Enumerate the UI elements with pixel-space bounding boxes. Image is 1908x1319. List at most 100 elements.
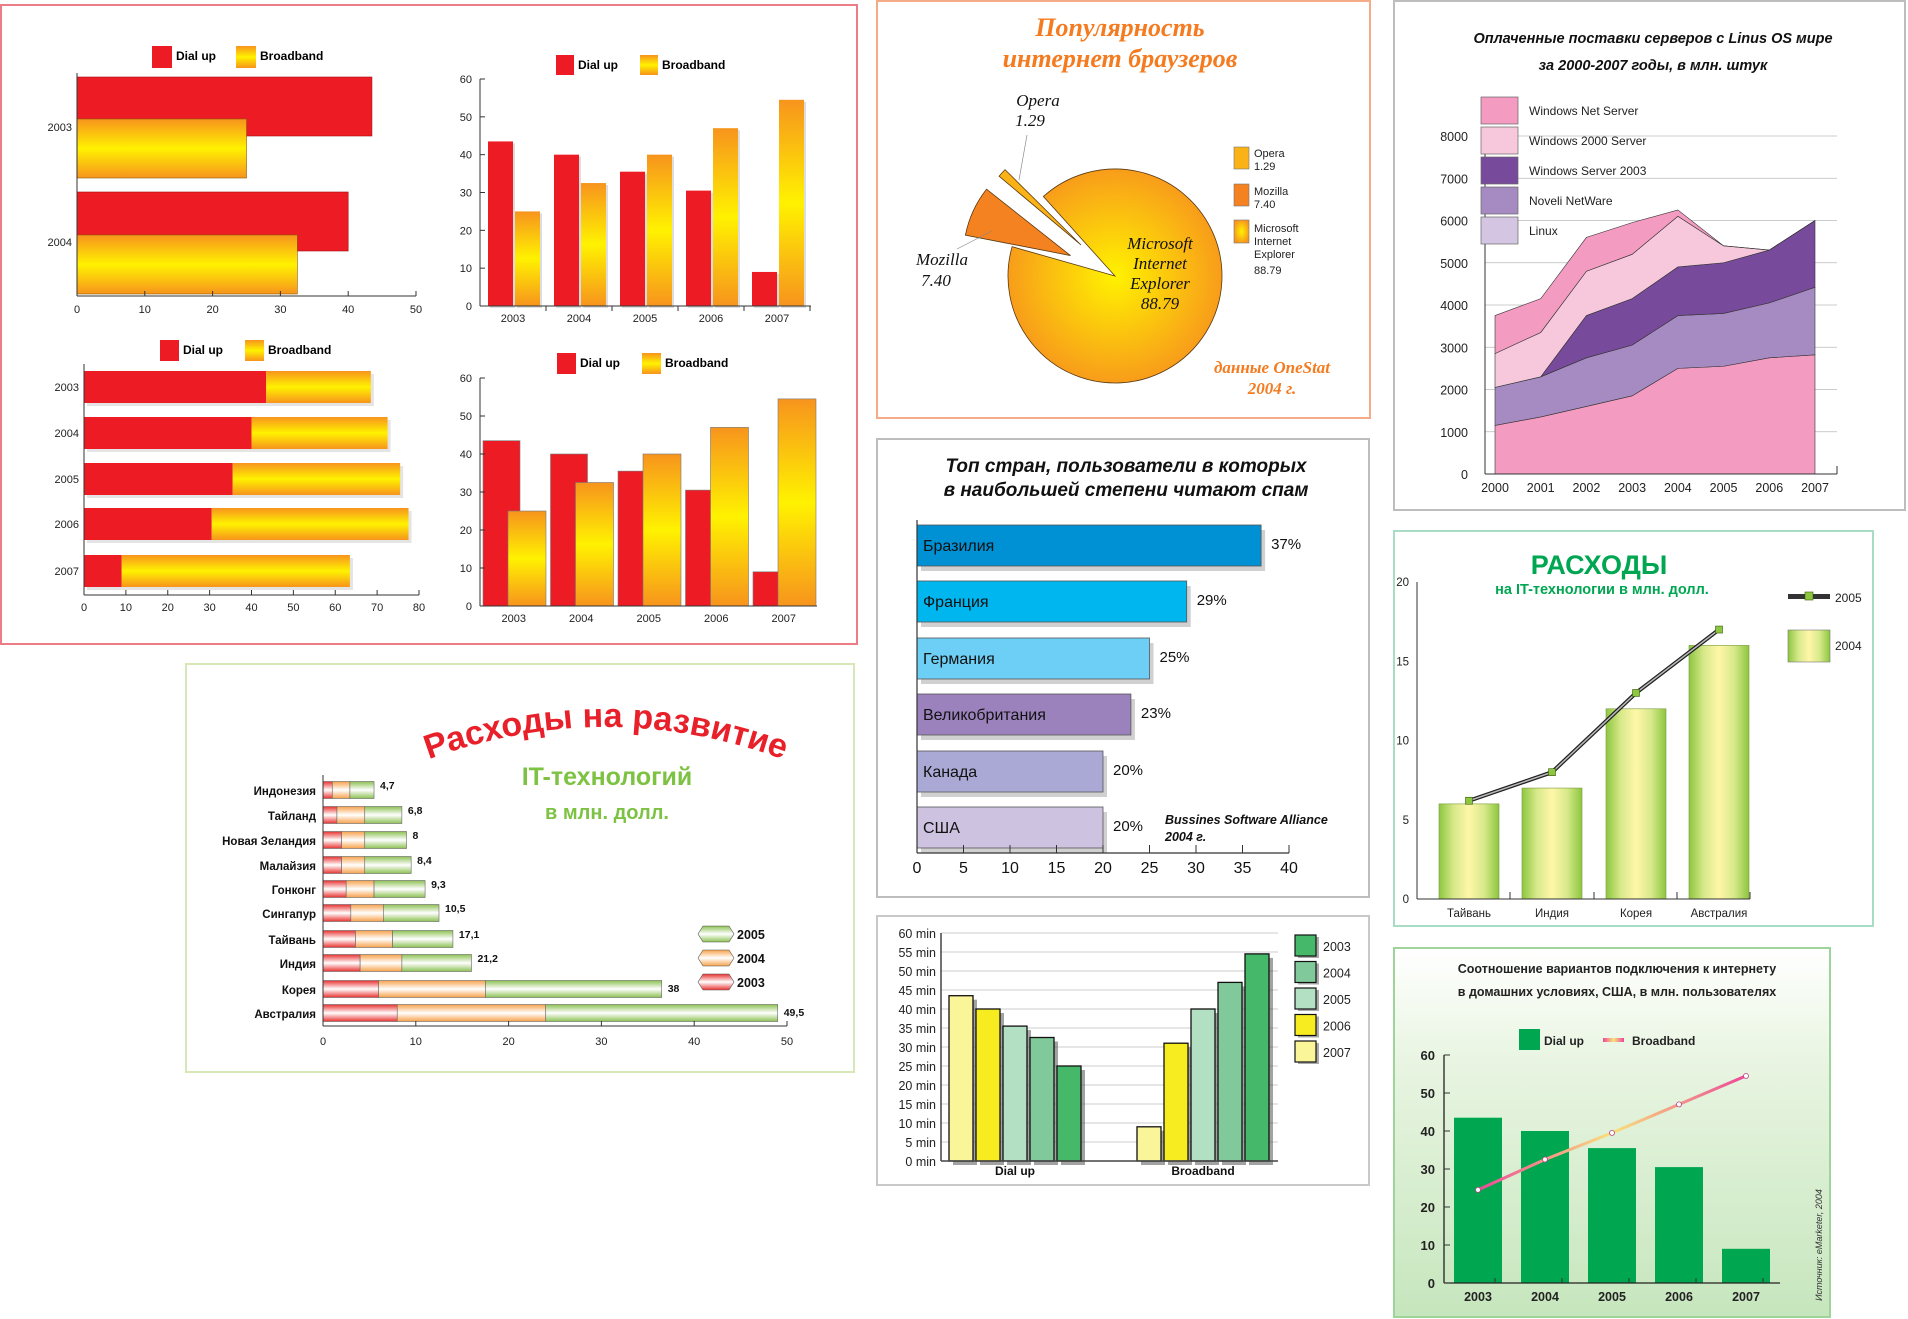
category-label: Корея xyxy=(282,985,316,997)
legend-label: 2003 xyxy=(737,976,765,990)
bar-segment-2004 xyxy=(341,856,366,874)
bar-segment-2003 xyxy=(322,980,379,998)
legend-swatch-2003 xyxy=(697,973,735,991)
category-label: 2004 xyxy=(567,313,591,325)
pie-value-internet-explorer: 88.79 xyxy=(1141,294,1180,313)
bar-segment-2003 xyxy=(322,781,333,799)
legend-label: Explorer xyxy=(1254,249,1295,261)
y-tick-label: 55 min xyxy=(898,946,936,960)
chart-title: в наибольшей степени читают спам xyxy=(944,480,1309,501)
x-tick-label: 0 xyxy=(74,304,80,316)
chart-subtitle: на IT-технологии в млн. долл. xyxy=(1495,582,1709,598)
bar-dialup xyxy=(554,154,579,306)
x-tick-label: 2003 xyxy=(1464,1290,1492,1304)
y-tick-label: 25 min xyxy=(898,1060,936,1074)
pie-slice-opera xyxy=(998,169,1082,246)
server-area-svg: Оплаченные поставки серверов с Linus OS … xyxy=(1440,31,1838,495)
line-marker xyxy=(1676,1101,1682,1108)
category-label: 2006 xyxy=(704,613,728,625)
line-marker xyxy=(1542,1156,1548,1163)
x-tick-label: 2006 xyxy=(1755,481,1783,495)
y-tick-label: 20 xyxy=(1396,577,1409,589)
panel-server-shipments: Оплаченные поставки серверов с Linus OS … xyxy=(1393,0,1906,511)
legend-label: 2007 xyxy=(1323,1046,1351,1060)
x-tick-label: 10 xyxy=(410,1036,422,1048)
category-label: 2005 xyxy=(633,313,657,325)
x-tick-label: 35 xyxy=(1234,860,1252,877)
category-label: Индонезия xyxy=(254,786,316,798)
bar-2004 xyxy=(1217,981,1243,1162)
bar-broadband xyxy=(251,417,388,449)
bar-dialup xyxy=(84,463,233,495)
bar-label: Великобритания xyxy=(923,707,1046,724)
x-tick-label: 2004 xyxy=(1664,481,1692,495)
x-tick-label: 2003 xyxy=(1618,481,1646,495)
bar-segment-2003 xyxy=(322,930,356,948)
legend-swatch xyxy=(1233,219,1250,244)
y-tick-label: 1000 xyxy=(1440,426,1468,440)
chart-title-text: Расходы на развитие xyxy=(419,697,793,767)
mozilla-leader-line xyxy=(956,230,993,250)
total-label: 49,5 xyxy=(784,1007,805,1019)
bar-country xyxy=(916,637,1150,680)
legend-label-broadband: Broadband xyxy=(268,343,331,357)
y-tick-label: 3000 xyxy=(1440,341,1468,355)
bar-segment-2005 xyxy=(364,806,403,824)
bar-label: США xyxy=(923,820,960,837)
bar-segment-2003 xyxy=(322,806,338,824)
x-tick-label: 15 xyxy=(1048,860,1066,877)
legend-swatch-2005 xyxy=(1294,987,1317,1010)
legend-swatch-dialup xyxy=(152,46,172,68)
total-label: 17,1 xyxy=(459,929,480,941)
x-tick-label: 40 xyxy=(1280,860,1298,877)
y-tick-label: 0 xyxy=(466,601,472,613)
x-tick-label: 30 xyxy=(274,304,286,316)
panel-spam-countries: Топ стран, пользователи в которых в наибо… xyxy=(876,438,1370,898)
x-tick-label: 40 xyxy=(688,1036,700,1048)
bar-segment-2003 xyxy=(322,904,352,922)
chart-title: Расходы на развитие xyxy=(419,697,793,767)
legend-label: Windows 2000 Server xyxy=(1529,134,1646,148)
bar-segment-2003 xyxy=(322,856,342,874)
legend-swatch-dialup xyxy=(556,55,574,75)
chart-title: в домашних условиях, США, в млн. пользов… xyxy=(1458,985,1776,999)
chart-title: Соотношение вариантов подключения к инте… xyxy=(1458,962,1777,976)
x-tick-label: 40 xyxy=(342,304,354,316)
legend-marker-2005 xyxy=(1804,591,1814,601)
bar-broadband xyxy=(710,427,749,607)
opera-leader-line xyxy=(1018,134,1028,181)
x-tick-label: 50 xyxy=(781,1036,793,1048)
x-tick-label: 50 xyxy=(410,304,422,316)
legend-label-broadband: Broadband xyxy=(665,356,728,370)
legend-swatch-2006 xyxy=(1294,1013,1317,1037)
category-label: Индия xyxy=(280,959,316,971)
y-tick-label: 2000 xyxy=(1440,384,1468,398)
bar-2004 xyxy=(1605,708,1667,900)
bar-segment-2005 xyxy=(392,930,454,948)
y-tick-label: 45 min xyxy=(898,984,936,998)
y-tick-label: 20 xyxy=(1421,1200,1435,1215)
x-tick-label: 40 xyxy=(245,602,257,614)
bar-2007 xyxy=(948,995,974,1162)
legend-label: 2005 xyxy=(1323,993,1351,1007)
bar-dialup xyxy=(686,190,711,306)
x-tick-label: 2007 xyxy=(1732,1290,1760,1304)
legend-label: Dial up xyxy=(1544,1034,1584,1048)
bar-segment-2005 xyxy=(485,980,663,998)
bar-broadband xyxy=(581,183,606,306)
bar-segment-2004 xyxy=(336,806,366,824)
value-label: 23% xyxy=(1141,705,1171,722)
value-label: 37% xyxy=(1271,536,1301,553)
legend-swatch xyxy=(1480,96,1519,125)
bar-dialup xyxy=(84,555,122,587)
chart-vbar-overlap: Dial up Broadband 2003 2004 2005 2006 2007 0 10 2… xyxy=(460,353,817,625)
x-tick-label: 20 xyxy=(502,1036,514,1048)
bar-2004 xyxy=(1688,645,1750,900)
value-label: 20% xyxy=(1113,818,1143,835)
bar-2003 xyxy=(1244,953,1270,1162)
line-2005-highlight xyxy=(1468,628,1720,802)
bar-country xyxy=(916,524,1262,567)
x-tick-label: 2005 xyxy=(1598,1290,1626,1304)
y-tick-label: 30 min xyxy=(898,1041,936,1055)
